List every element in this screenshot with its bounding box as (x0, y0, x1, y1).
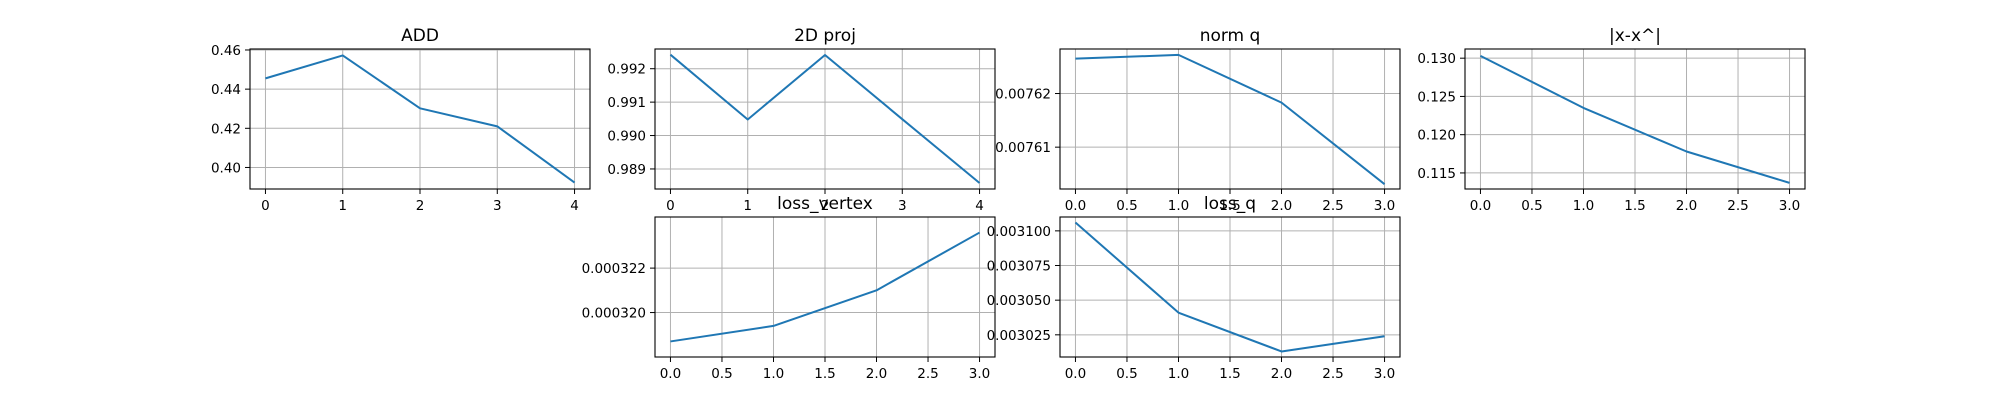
y-tick-label: 0.115 (1417, 166, 1456, 182)
x-tick-label: 2.0 (1676, 198, 1697, 214)
x-tick-label: 3.0 (1779, 198, 1800, 214)
x-tick-label: 2.5 (1727, 198, 1748, 214)
x-tick-label: 1.0 (1573, 198, 1594, 214)
subplot-title: norm q (1200, 26, 1261, 46)
x-tick-label: 2.0 (1271, 366, 1292, 382)
x-tick-label: 0 (261, 198, 270, 214)
x-tick-label: 0 (666, 198, 675, 214)
y-tick-label: 0.00762 (995, 87, 1051, 103)
y-tick-label: 0.990 (607, 129, 646, 145)
y-tick-label: 0.003050 (987, 293, 1051, 309)
x-tick-label: 3 (493, 198, 502, 214)
x-tick-label: 1.0 (1168, 366, 1189, 382)
x-tick-label: 2 (821, 198, 830, 214)
y-tick-label: 0.989 (607, 162, 646, 178)
y-tick-label: 0.120 (1417, 128, 1456, 144)
y-tick-label: 0.003025 (987, 328, 1051, 344)
x-tick-label: 0.0 (1470, 198, 1491, 214)
x-tick-label: 0.5 (711, 366, 732, 382)
x-tick-label: 1.0 (1168, 198, 1189, 214)
x-tick-label: 3.0 (1374, 366, 1395, 382)
subplot-title: |x-x^| (1609, 26, 1661, 46)
x-tick-label: 1.5 (814, 366, 835, 382)
y-tick-label: 0.991 (607, 95, 646, 111)
x-tick-label: 0.0 (1065, 198, 1086, 214)
subplot-title: 2D proj (794, 26, 856, 46)
x-tick-label: 3.0 (969, 366, 990, 382)
y-tick-label: 0.125 (1417, 89, 1456, 105)
x-tick-label: 2.0 (866, 366, 887, 382)
subplot-title: ADD (401, 26, 439, 46)
x-tick-label: 4 (975, 198, 984, 214)
x-tick-label: 0.5 (1521, 198, 1542, 214)
y-tick-label: 0.000320 (582, 306, 646, 322)
series-line (1075, 53, 1386, 185)
y-tick-label: 0.00761 (995, 140, 1051, 156)
x-tick-label: 1 (338, 198, 347, 214)
series-line (669, 53, 981, 184)
y-tick-label: 0.003100 (987, 224, 1051, 240)
x-tick-label: 1.5 (1624, 198, 1645, 214)
x-tick-label: 0.0 (660, 366, 681, 382)
y-tick-label: 0.003075 (987, 259, 1051, 275)
series-line (670, 231, 981, 343)
x-tick-label: 1.5 (1219, 198, 1240, 214)
y-tick-label: 0.000322 (582, 261, 646, 277)
x-tick-label: 2.5 (1322, 366, 1343, 382)
x-tick-label: 4 (570, 198, 579, 214)
x-tick-label: 1 (743, 198, 752, 214)
series-line (265, 54, 576, 184)
series-line (1479, 54, 1790, 184)
subplot-3: 0.0 0.5 1.0 1.5 2.0 2.5 3.0 0.115 0.120 0.125 0.13… (1417, 26, 1806, 214)
subplot-title: loss_vertex (777, 194, 873, 214)
x-tick-label: 0.5 (1116, 198, 1137, 214)
subplot-title: loss_q (1204, 194, 1256, 214)
y-tick-label: 0.130 (1417, 51, 1456, 67)
y-tick-label: 0.992 (607, 62, 646, 78)
subplot-0: 0 1 2 3 4 0.40 0.42 0.44 0.46 ADD (211, 26, 591, 214)
subplot-1: 0 1 2 3 4 0.989 0.990 0.991 0.992 2D proj (607, 26, 996, 214)
x-tick-label: 2.5 (1322, 198, 1343, 214)
subplot-2: 0.0 0.5 1.0 1.5 2.0 2.5 3.0 0.00761 0.00762 norm … (995, 26, 1401, 214)
subplot-4: 0.0 0.5 1.0 1.5 2.0 2.5 3.0 0.000320 0.000322 los… (582, 194, 996, 382)
x-tick-label: 0.5 (1116, 366, 1137, 382)
x-tick-label: 1.5 (1219, 366, 1240, 382)
y-tick-label: 0.42 (211, 121, 241, 137)
y-tick-label: 0.46 (211, 43, 241, 59)
x-tick-label: 2.0 (1271, 198, 1292, 214)
x-tick-label: 3.0 (1374, 198, 1395, 214)
y-tick-label: 0.40 (211, 160, 241, 176)
x-tick-label: 2 (416, 198, 425, 214)
series-line (1074, 221, 1385, 353)
x-tick-label: 2.5 (917, 366, 938, 382)
x-tick-label: 3 (898, 198, 907, 214)
x-tick-label: 0.0 (1065, 366, 1086, 382)
y-tick-label: 0.44 (211, 82, 241, 98)
x-tick-label: 1.0 (763, 366, 784, 382)
subplot-5: 0.0 0.5 1.0 1.5 2.0 2.5 3.0 0.003025 0.003050 0.0… (987, 194, 1401, 382)
